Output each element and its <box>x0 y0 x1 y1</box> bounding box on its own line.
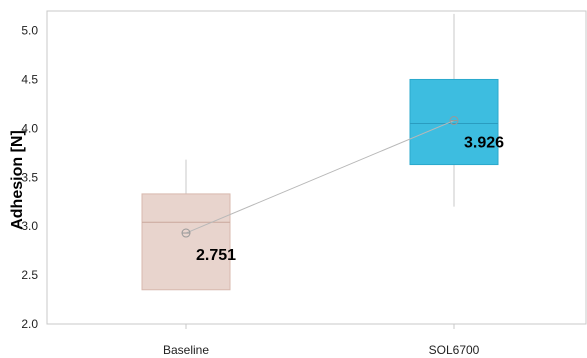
y-tick-label: 2.0 <box>21 317 38 331</box>
box-iqr <box>141 193 231 291</box>
y-tick-label: 4.5 <box>21 72 38 86</box>
mean-value-label: 2.751 <box>196 247 236 264</box>
x-axis: Baseline SOL6700 <box>163 324 480 357</box>
y-tick-label: 3.0 <box>21 219 38 233</box>
x-tick-label: Baseline <box>163 343 209 357</box>
y-tick-label: 5.0 <box>21 24 38 38</box>
boxes <box>141 13 499 291</box>
mean-connector <box>181 116 459 238</box>
y-tick-label: 3.5 <box>21 170 38 184</box>
box-iqr <box>409 78 499 166</box>
y-tick-label: 4.0 <box>21 121 38 135</box>
y-tick-label: 2.5 <box>21 268 38 282</box>
x-tick-label: SOL6700 <box>429 343 480 357</box>
mean-labels: 2.751 3.926 <box>196 135 504 264</box>
mean-value-label: 3.926 <box>464 135 504 152</box>
mean-connector-line <box>185 120 455 234</box>
box-baseline <box>141 159 231 291</box>
y-axis-title: Adhesion [N] <box>9 130 26 230</box>
plot-frame <box>46 10 587 325</box>
y-axis: 2.0 2.5 3.0 3.5 4.0 4.5 5.0 <box>21 24 38 331</box>
box-sol6700 <box>409 13 499 207</box>
